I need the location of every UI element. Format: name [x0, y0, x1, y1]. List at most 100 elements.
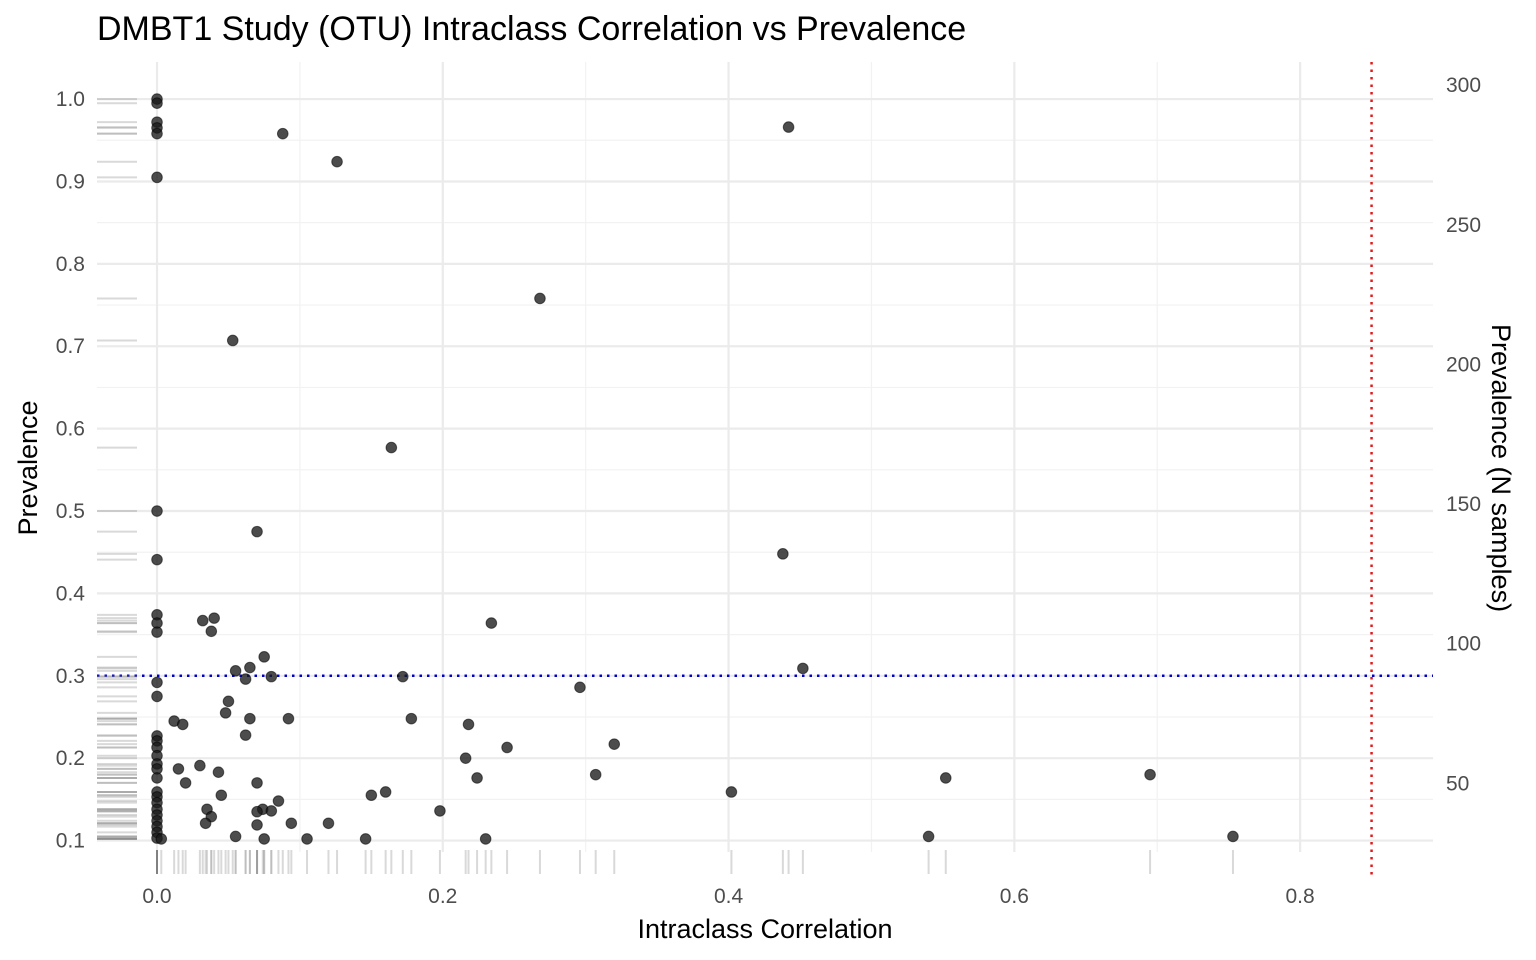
data-point [226, 334, 239, 347]
data-point [151, 97, 163, 109]
x-tick-label: 0.8 [1286, 885, 1315, 908]
data-point [179, 777, 192, 789]
data-point [222, 695, 235, 708]
y-tick-label: 1.0 [56, 88, 85, 111]
y2-tick-label: 150 [1446, 493, 1481, 516]
data-point [285, 817, 298, 830]
grid-lines [97, 62, 1433, 852]
y2-axis-title: Prevalence (N samples) [1486, 324, 1516, 612]
y-tick-label: 0.8 [56, 253, 85, 276]
data-point [151, 676, 163, 689]
data-point [229, 830, 242, 843]
y2-tick-label: 250 [1446, 214, 1481, 237]
data-point [151, 127, 163, 140]
data-point [939, 772, 952, 784]
data-point [258, 833, 270, 845]
data-point [1227, 830, 1239, 843]
data-point [405, 712, 418, 725]
data-point [251, 819, 263, 831]
data-points [151, 93, 1239, 845]
data-point [276, 127, 289, 140]
data-point [265, 670, 278, 683]
data-point [471, 772, 483, 784]
y2-tick-label: 100 [1446, 633, 1481, 656]
y-tick-label: 0.5 [56, 500, 85, 523]
y2-tick-label: 300 [1446, 74, 1481, 97]
data-point [155, 833, 168, 845]
x-tick-label: 0.2 [428, 885, 457, 908]
data-point [151, 690, 163, 703]
y-tick-label: 0.6 [56, 418, 85, 441]
y2-tick-label: 50 [1446, 772, 1469, 795]
data-point [251, 525, 263, 538]
data-point [396, 670, 409, 683]
data-point [797, 662, 809, 675]
data-point [462, 718, 475, 731]
data-point [151, 553, 163, 566]
data-point [219, 707, 232, 719]
data-point [199, 817, 212, 830]
data-point [208, 612, 220, 624]
data-point [534, 292, 546, 305]
data-point [251, 777, 263, 789]
y-tick-label: 0.7 [56, 335, 85, 358]
y-axis-ticks: 0.1 0.2 0.3 0.4 0.5 0.6 0.7 0.8 0.9 1.0 [56, 88, 86, 852]
data-point [151, 505, 163, 517]
data-point [215, 789, 228, 802]
data-point [608, 738, 621, 750]
data-point [151, 171, 163, 184]
x-axis-title: Intraclass Correlation [637, 914, 892, 944]
data-point [725, 786, 738, 798]
data-point [574, 681, 586, 694]
data-point [922, 830, 935, 843]
x-tick-label: 0.6 [1000, 885, 1029, 908]
y-tick-label: 0.1 [56, 830, 85, 853]
data-point [176, 718, 189, 731]
chart-title: DMBT1 Study (OTU) Intraclass Correlation… [97, 10, 966, 48]
data-point [479, 833, 492, 845]
data-point [151, 772, 163, 784]
data-point [194, 759, 206, 772]
x-axis-ticks: 0.0 0.2 0.4 0.6 0.8 [142, 885, 1314, 908]
reference-lines [97, 62, 1433, 876]
data-point [251, 805, 263, 818]
data-point [212, 766, 225, 778]
y-tick-label: 0.2 [56, 747, 85, 770]
data-point [459, 752, 472, 764]
y-tick-label: 0.4 [56, 582, 86, 605]
data-point [485, 617, 498, 629]
data-point [301, 833, 313, 845]
data-point [782, 121, 795, 133]
data-point [244, 712, 256, 725]
data-point [196, 614, 209, 627]
data-point [322, 817, 335, 830]
y-tick-label: 0.9 [56, 170, 85, 193]
data-point [589, 768, 602, 781]
data-point [777, 548, 789, 560]
data-point [501, 741, 513, 754]
y2-axis-ticks: 50 100 150 200 250 300 [1446, 74, 1481, 795]
data-point [265, 805, 278, 817]
data-point [151, 626, 163, 638]
y-tick-label: 0.3 [56, 665, 85, 688]
data-point [385, 441, 398, 454]
data-point [205, 625, 218, 638]
data-point [229, 665, 242, 677]
data-point [282, 712, 295, 725]
x-tick-label: 0.0 [142, 885, 171, 908]
data-point [331, 155, 343, 168]
y2-tick-label: 200 [1446, 353, 1481, 376]
data-point [379, 786, 392, 798]
data-point [172, 763, 185, 775]
data-point [434, 805, 446, 817]
y-axis-title: Prevalence [13, 400, 43, 535]
data-point [239, 673, 252, 685]
data-point [359, 833, 372, 845]
x-tick-label: 0.4 [714, 885, 744, 908]
rug-marks [97, 98, 1234, 874]
data-point [239, 729, 252, 741]
data-point [1144, 768, 1156, 781]
data-point [258, 651, 270, 663]
data-point [272, 795, 285, 807]
